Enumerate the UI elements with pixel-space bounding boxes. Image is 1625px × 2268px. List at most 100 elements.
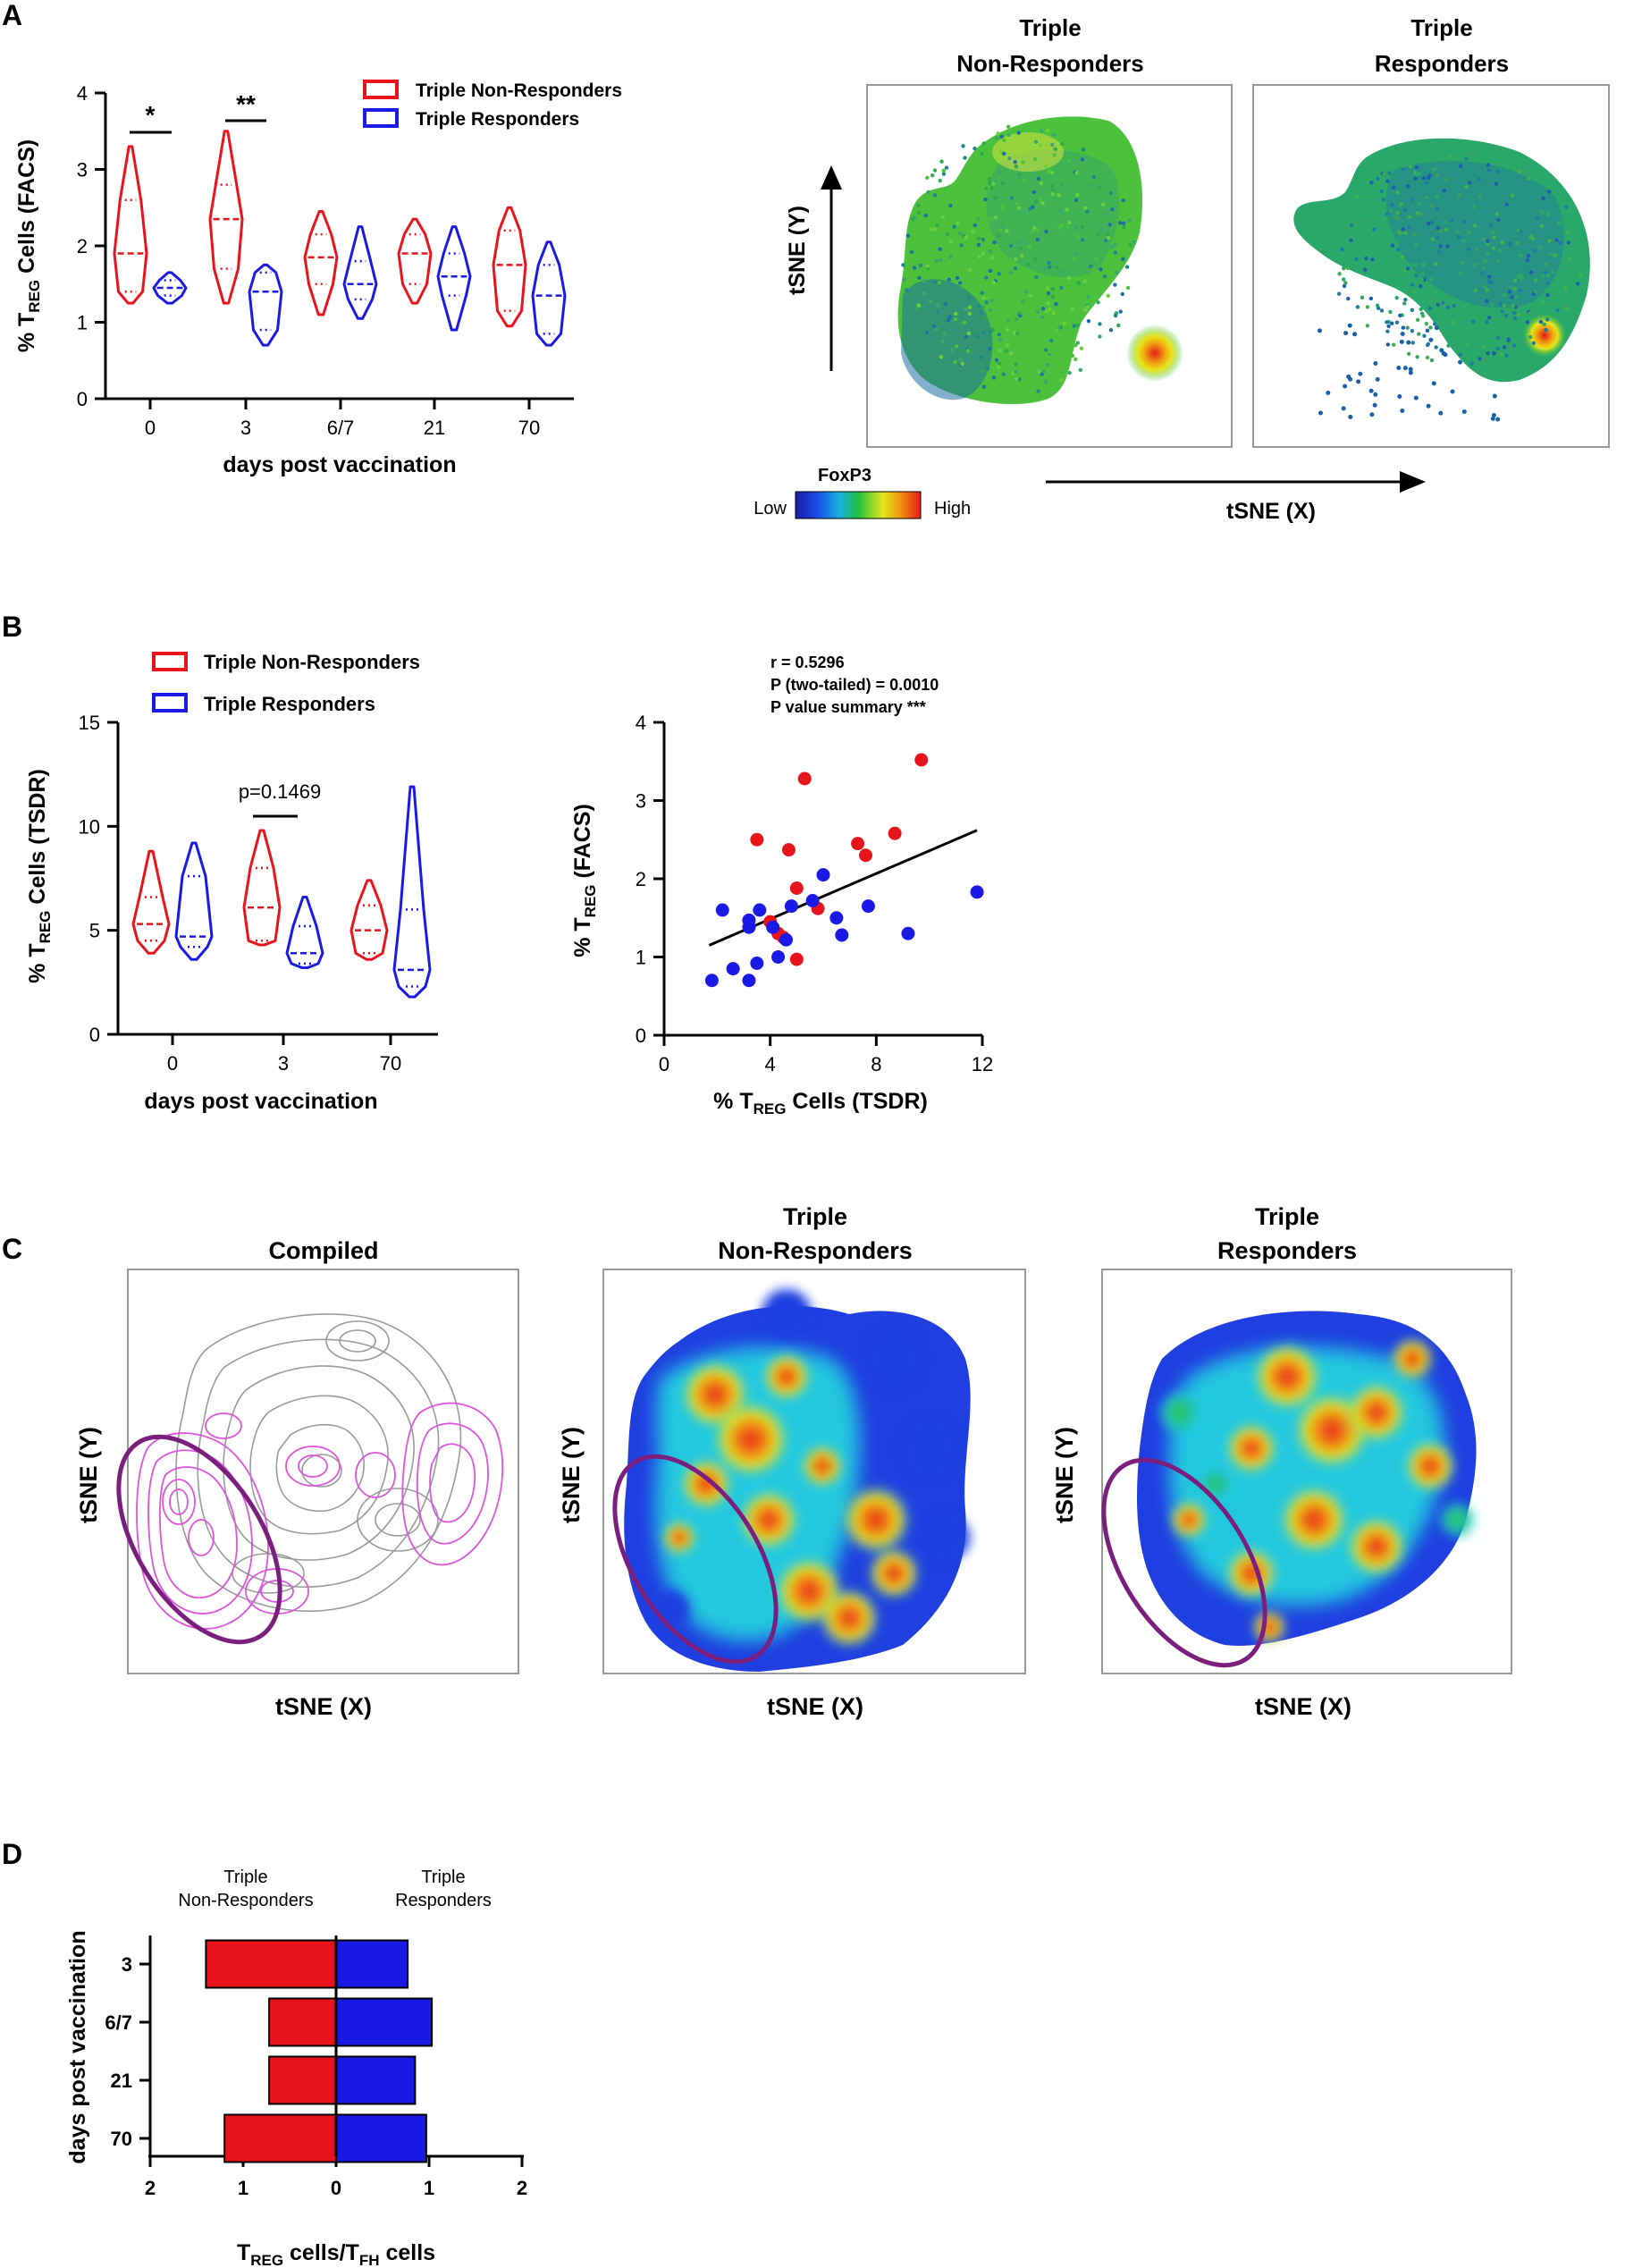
tsne-dot bbox=[964, 200, 970, 205]
tsne-dot bbox=[1034, 227, 1040, 232]
tsne-dot bbox=[1395, 211, 1400, 215]
tsne-dot bbox=[1074, 225, 1079, 230]
violin-nonresp bbox=[492, 206, 527, 328]
tsne-dot bbox=[1407, 224, 1411, 230]
tsne-dot bbox=[1124, 233, 1130, 238]
tsne-dot bbox=[1477, 177, 1481, 182]
heat-spot bbox=[1345, 1381, 1408, 1444]
tsne-dot bbox=[1503, 314, 1509, 318]
tsne-dot bbox=[1381, 266, 1385, 271]
tsne-dot-sparse bbox=[1373, 392, 1378, 397]
x-tick-label: 8 bbox=[871, 1053, 881, 1075]
tsne-dot bbox=[984, 316, 989, 320]
scatter-point-resp bbox=[715, 903, 729, 917]
tsne-dot bbox=[1051, 188, 1056, 192]
tsne-dot bbox=[1547, 190, 1552, 194]
tsne-dot bbox=[1502, 292, 1507, 297]
tsne-dot bbox=[997, 272, 1001, 276]
tsne-dot bbox=[1436, 153, 1440, 157]
tsne-dot bbox=[966, 331, 972, 336]
tsne-dot bbox=[1337, 272, 1342, 276]
tsne-c-frame-compiled bbox=[127, 1269, 519, 1674]
tsne-c-x-label-resp: tSNE (X) bbox=[1255, 1693, 1351, 1720]
violin-plot-b: 0 5 10 15 0 3 70 bbox=[79, 712, 438, 1075]
tsne-dot bbox=[1482, 306, 1486, 311]
tsne-dot bbox=[1559, 220, 1563, 224]
tsne-dot bbox=[1113, 250, 1117, 255]
tsne-dot bbox=[1512, 278, 1518, 282]
tsne-dot bbox=[1527, 176, 1531, 181]
tsne-dot bbox=[1390, 202, 1394, 207]
tsne-dot bbox=[953, 311, 958, 316]
tsne-dot bbox=[1430, 237, 1435, 241]
tsne-dots bbox=[901, 124, 1136, 393]
tsne-c-y-label-resp: tSNE (Y) bbox=[1051, 1427, 1078, 1523]
y-tick-label: 4 bbox=[636, 712, 646, 734]
tsne-dot bbox=[1110, 245, 1115, 249]
tsne-dot bbox=[1395, 242, 1400, 247]
tsne-dot bbox=[1428, 325, 1433, 330]
tsne-dot bbox=[1046, 128, 1050, 133]
x-tick-label: 1 bbox=[424, 2177, 434, 2199]
tsne-dot bbox=[1551, 269, 1555, 274]
heat-spot bbox=[1278, 1484, 1350, 1556]
legend-swatch-nonresp bbox=[363, 80, 399, 99]
tsne-dot bbox=[1409, 164, 1413, 169]
tsne-dot bbox=[1124, 265, 1130, 269]
tsne-dot bbox=[1057, 325, 1062, 330]
tsne-dot bbox=[1369, 181, 1374, 185]
tsne-dot-sparse bbox=[1348, 414, 1353, 419]
tsne-dot-sparse bbox=[1402, 366, 1408, 371]
violin-nonresp bbox=[303, 210, 339, 316]
tsne-dot-sparse bbox=[1318, 410, 1323, 416]
tsne-dot bbox=[1051, 311, 1056, 316]
tsne-dot bbox=[1121, 198, 1125, 203]
tsne-cloud-low bbox=[901, 279, 993, 400]
tsne-dot bbox=[937, 281, 942, 285]
tsne-dot bbox=[1495, 259, 1501, 264]
tsne-dot bbox=[1075, 192, 1080, 198]
tsne-dot bbox=[935, 223, 939, 228]
tsne-dot bbox=[1099, 267, 1103, 272]
tsne-dot bbox=[1418, 283, 1423, 289]
tsne-dot bbox=[1419, 277, 1424, 282]
tsne-dot bbox=[905, 233, 911, 238]
stat-summary: P value summary *** bbox=[770, 698, 926, 716]
heat-spot bbox=[1345, 1515, 1408, 1578]
tsne-dot bbox=[1458, 271, 1463, 276]
tsne-dot bbox=[1359, 197, 1363, 201]
tsne-dot bbox=[989, 186, 994, 190]
tsne-dot bbox=[1468, 181, 1472, 185]
tsne-dot bbox=[1415, 172, 1419, 177]
tsne-dot bbox=[1385, 329, 1390, 333]
heat-cool bbox=[762, 1289, 812, 1339]
tsne-c-title-nonresp-l1: Triple bbox=[783, 1203, 847, 1230]
tsne-dot bbox=[1355, 305, 1360, 309]
tsne-dot bbox=[918, 263, 923, 268]
legend-a: Triple Non-Responders Triple Responders bbox=[363, 80, 622, 130]
sig-star-day0: * bbox=[146, 101, 156, 129]
violin-nonresp bbox=[349, 879, 389, 961]
tsne-dot bbox=[1067, 370, 1072, 375]
tsne-dot bbox=[1401, 167, 1406, 172]
tsne-dot bbox=[1074, 252, 1079, 257]
tsne-dot bbox=[1490, 230, 1494, 235]
tsne-dot bbox=[1083, 206, 1088, 210]
tsne-dot bbox=[1547, 300, 1552, 306]
tsne-dot bbox=[1434, 345, 1438, 350]
x-tick-label: 1 bbox=[238, 2177, 248, 2199]
tsne-dot bbox=[1455, 230, 1460, 234]
tsne-c-y-label-nonresp: tSNE (Y) bbox=[558, 1427, 585, 1523]
scatter-point-nonresp bbox=[914, 753, 929, 767]
tsne-dot bbox=[1520, 168, 1525, 173]
tsne-dot bbox=[1492, 235, 1496, 240]
tsne-dot bbox=[1543, 308, 1547, 312]
tsne-dot bbox=[1403, 298, 1408, 302]
heat-green bbox=[1437, 1500, 1477, 1539]
tsne-dot bbox=[1410, 197, 1415, 202]
tsne-dot-sparse bbox=[1495, 417, 1501, 422]
tsne-dot bbox=[1528, 270, 1534, 274]
tsne-dot bbox=[1418, 202, 1422, 207]
x-tick-label: 0 bbox=[659, 1053, 669, 1075]
